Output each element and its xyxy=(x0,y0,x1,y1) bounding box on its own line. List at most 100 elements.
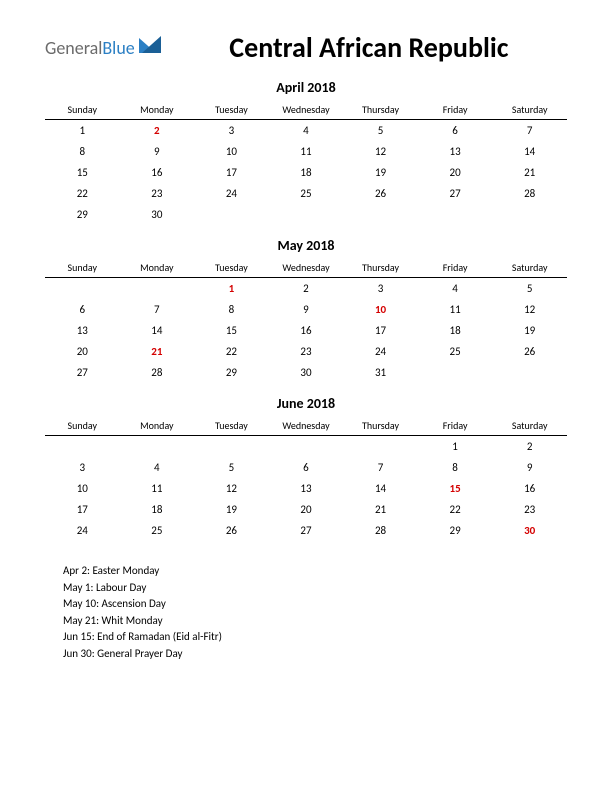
logo-triangle-icon xyxy=(139,36,161,59)
weekday-header: Tuesday xyxy=(194,416,269,436)
calendar-cell: 28 xyxy=(120,362,195,383)
weekday-header: Friday xyxy=(418,258,493,278)
calendar-cell: 27 xyxy=(45,362,120,383)
weekday-header: Sunday xyxy=(45,258,120,278)
calendar-cell xyxy=(418,362,493,383)
calendar-cell: 28 xyxy=(343,520,418,541)
calendar-cell: 23 xyxy=(492,499,567,520)
calendar-cell: 7 xyxy=(120,299,195,320)
calendar-cell: 28 xyxy=(492,183,567,204)
calendar-cell: 5 xyxy=(492,278,567,300)
calendar-cell: 9 xyxy=(269,299,344,320)
page-title: Central African Republic xyxy=(161,30,567,65)
calendar-cell: 27 xyxy=(418,183,493,204)
calendar-row: 12345 xyxy=(45,278,567,300)
calendar-cell: 7 xyxy=(343,457,418,478)
calendar-cell: 21 xyxy=(492,162,567,183)
calendar-cell: 3 xyxy=(343,278,418,300)
calendar-row: 17181920212223 xyxy=(45,499,567,520)
calendar-row: 22232425262728 xyxy=(45,183,567,204)
calendar-cell xyxy=(45,278,120,300)
calendar-cell: 24 xyxy=(194,183,269,204)
header-row: GeneralBlue Central African Republic xyxy=(45,30,567,65)
calendar-cell: 13 xyxy=(45,320,120,341)
calendar-cell: 16 xyxy=(492,478,567,499)
calendar-cell: 29 xyxy=(194,362,269,383)
calendar-cell: 7 xyxy=(492,120,567,142)
calendar-cell: 17 xyxy=(45,499,120,520)
calendar-row: 1234567 xyxy=(45,120,567,142)
holiday-line: Apr 2: Easter Monday xyxy=(63,563,567,580)
calendar-cell: 10 xyxy=(343,299,418,320)
calendar-cell: 2 xyxy=(120,120,195,142)
calendar-cell: 4 xyxy=(269,120,344,142)
calendar-cell: 8 xyxy=(45,141,120,162)
calendar-cell: 9 xyxy=(120,141,195,162)
calendar-cell: 25 xyxy=(269,183,344,204)
weekday-header: Sunday xyxy=(45,100,120,120)
calendar-cell: 25 xyxy=(120,520,195,541)
holiday-list: Apr 2: Easter MondayMay 1: Labour DayMay… xyxy=(45,563,567,662)
calendar-page: GeneralBlue Central African Republic Apr… xyxy=(0,0,612,692)
month-block: June 2018SundayMondayTuesdayWednesdayThu… xyxy=(45,395,567,541)
calendar-cell: 14 xyxy=(492,141,567,162)
calendar-cell xyxy=(194,204,269,225)
calendar-cell: 1 xyxy=(45,120,120,142)
logo-text-part1: General xyxy=(45,37,102,59)
logo-text-part2: Blue xyxy=(102,37,134,59)
calendar-cell: 6 xyxy=(418,120,493,142)
calendar-cell: 31 xyxy=(343,362,418,383)
calendar-cell: 18 xyxy=(269,162,344,183)
calendar-cell: 19 xyxy=(492,320,567,341)
months-container: April 2018SundayMondayTuesdayWednesdayTh… xyxy=(45,79,567,541)
weekday-header: Saturday xyxy=(492,416,567,436)
calendar-cell xyxy=(418,204,493,225)
month-title: April 2018 xyxy=(45,79,567,96)
holiday-line: May 1: Labour Day xyxy=(63,580,567,597)
calendar-cell: 11 xyxy=(418,299,493,320)
weekday-header: Thursday xyxy=(343,100,418,120)
month-title: May 2018 xyxy=(45,237,567,254)
calendar-cell: 22 xyxy=(194,341,269,362)
calendar-cell: 24 xyxy=(45,520,120,541)
calendar-cell: 1 xyxy=(194,278,269,300)
calendar-cell: 29 xyxy=(418,520,493,541)
calendar-cell: 4 xyxy=(418,278,493,300)
calendar-cell: 26 xyxy=(194,520,269,541)
logo-text: GeneralBlue xyxy=(45,37,135,59)
month-block: April 2018 SundayMondayTuesdayWednesdayTh… xyxy=(45,79,567,225)
calendar-cell xyxy=(45,436,120,458)
calendar-cell: 17 xyxy=(194,162,269,183)
calendar-cell: 22 xyxy=(45,183,120,204)
calendar-cell xyxy=(343,204,418,225)
calendar-cell: 12 xyxy=(194,478,269,499)
calendar-cell: 20 xyxy=(45,341,120,362)
calendar-cell: 30 xyxy=(120,204,195,225)
weekday-header: Thursday xyxy=(343,258,418,278)
weekday-header: Wednesday xyxy=(269,416,344,436)
weekday-header: Saturday xyxy=(492,258,567,278)
weekday-header: Wednesday xyxy=(269,100,344,120)
calendar-row: 6789101112 xyxy=(45,299,567,320)
calendar-row: 24252627282930 xyxy=(45,520,567,541)
calendar-cell: 19 xyxy=(343,162,418,183)
holiday-line: May 10: Ascension Day xyxy=(63,596,567,613)
calendar-cell: 5 xyxy=(194,457,269,478)
calendar-cell: 8 xyxy=(194,299,269,320)
calendar-row: 2728293031 xyxy=(45,362,567,383)
calendar-cell: 14 xyxy=(343,478,418,499)
calendar-cell: 3 xyxy=(45,457,120,478)
calendar-cell xyxy=(269,204,344,225)
calendar-cell: 13 xyxy=(418,141,493,162)
weekday-header: Wednesday xyxy=(269,258,344,278)
calendar-cell: 15 xyxy=(418,478,493,499)
calendar-table: SundayMondayTuesdayWednesdayThursdayFrid… xyxy=(45,100,567,225)
calendar-cell xyxy=(269,436,344,458)
calendar-cell xyxy=(120,436,195,458)
calendar-cell: 16 xyxy=(120,162,195,183)
calendar-row: 15161718192021 xyxy=(45,162,567,183)
calendar-cell: 6 xyxy=(45,299,120,320)
calendar-cell xyxy=(492,204,567,225)
weekday-header: Friday xyxy=(418,100,493,120)
weekday-header: Monday xyxy=(120,100,195,120)
